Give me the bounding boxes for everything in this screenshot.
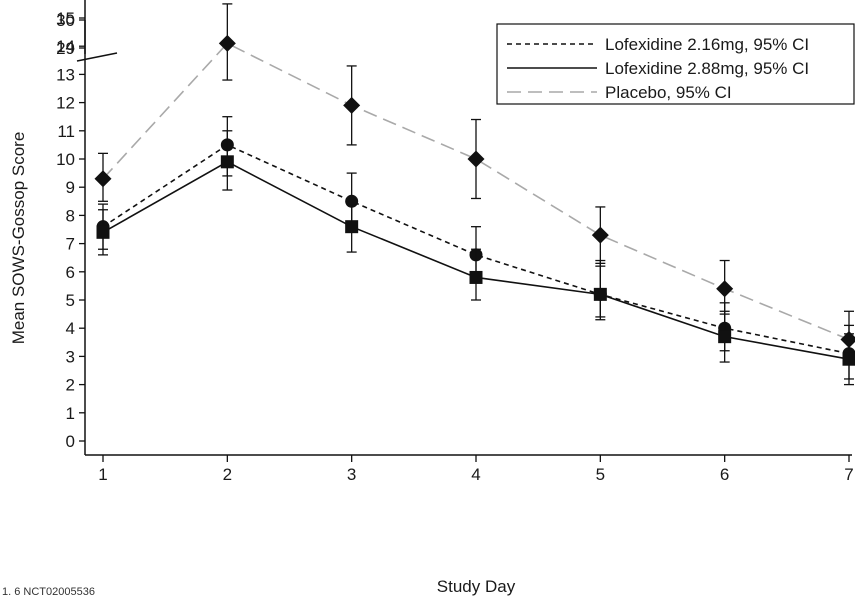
legend-item: Placebo, 95% CI [507, 83, 732, 102]
data-point-diamond [840, 330, 855, 348]
y-tick-label: 1 [66, 404, 75, 423]
data-point-square [469, 270, 483, 284]
legend-items: Lofexidine 2.16mg, 95% CI Lofexidine 2.88… [507, 35, 809, 102]
legend-box [496, 23, 855, 105]
x-axis: 1 2 3 4 5 6 7 [85, 454, 854, 484]
data-point-diamond [218, 34, 236, 52]
y-tick-label: 12 [56, 94, 75, 113]
x-tick-label: 2 [223, 465, 232, 484]
data-point-square [593, 287, 607, 301]
series-layer [94, 3, 855, 386]
data-point-square [718, 330, 732, 344]
data-point-diamond [716, 280, 734, 298]
legend-item: Lofexidine 2.88mg, 95% CI [507, 59, 809, 78]
y-tick-label: 2 [66, 376, 75, 395]
x-tick-label: 6 [720, 465, 729, 484]
y-tick-label: 3 [66, 347, 75, 366]
y-tick-label: 0 [66, 432, 75, 451]
y-tick-label: 4 [66, 319, 75, 338]
series-3 [94, 3, 855, 366]
data-point-diamond [94, 170, 112, 188]
y-axis-title: Mean SOWS-Gossop Score [9, 132, 28, 345]
y-tick-label: 29 [56, 39, 75, 58]
y-tick-label: 7 [66, 235, 75, 254]
y-tick-label: 30 [56, 11, 75, 30]
data-point-square [96, 225, 110, 239]
x-tick-label: 5 [596, 465, 605, 484]
footnote: 1. 6 NCT02005536 [2, 586, 95, 597]
y-tick-label: 9 [66, 178, 75, 197]
axis-break-line [76, 52, 118, 62]
legend-item: Lofexidine 2.16mg, 95% CI [507, 35, 809, 54]
y-tick-label: 15 [56, 9, 75, 28]
legend: Lofexidine 2.16mg, 95% CI Lofexidine 2.88… [496, 23, 855, 105]
y-tick-label: 10 [56, 150, 75, 169]
x-ticks: 1 2 3 4 5 6 7 [98, 455, 854, 484]
y-ticks: 0123456789101112131415162930 [56, 9, 85, 451]
y-tick-label: 8 [66, 206, 75, 225]
data-point-square [345, 220, 359, 234]
y-tick-label: 5 [66, 291, 75, 310]
y-tick-label: 14 [56, 37, 75, 56]
x-tick-label: 4 [471, 465, 480, 484]
x-tick-label: 7 [844, 465, 853, 484]
legend-label: Placebo, 95% CI [605, 83, 732, 102]
data-point-diamond [343, 96, 361, 114]
y-axis-break-mark [76, 52, 118, 62]
data-point-diamond [591, 226, 609, 244]
y-tick-label: 13 [56, 65, 75, 84]
x-tick-label: 1 [98, 465, 107, 484]
data-point-diamond [467, 150, 485, 168]
x-axis-title: Study Day [437, 577, 516, 596]
y-tick-label: 6 [66, 263, 75, 282]
x-tick-label: 3 [347, 465, 356, 484]
legend-label: Lofexidine 2.16mg, 95% CI [605, 35, 809, 54]
y-axis: 0123456789101112131415162930 [56, 0, 118, 455]
data-point-square [220, 155, 234, 169]
legend-label: Lofexidine 2.88mg, 95% CI [605, 59, 809, 78]
series-2 [96, 130, 855, 386]
y-tick-label: 11 [57, 122, 75, 141]
